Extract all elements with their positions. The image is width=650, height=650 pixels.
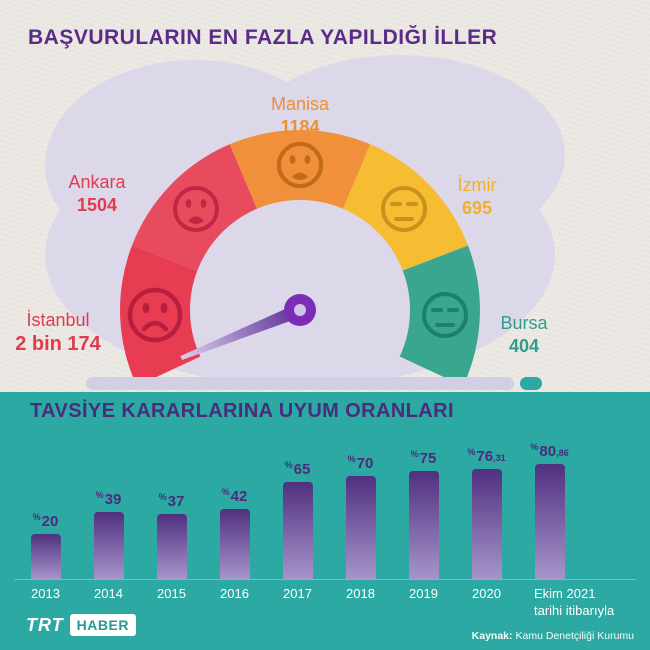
manisa-sad-face-icon [277,142,323,188]
bar-value-label: %76,31 [467,447,506,465]
gauge-label-manisa: Manisa 1184 [225,94,375,137]
year-label: Ekim 2021 tarihi itibarıyla [534,586,615,618]
gauge-segment-izmir [343,144,468,271]
bar-column: %70 [329,455,392,579]
bar-column: %76,31 [455,448,518,579]
gauge-label-bursa: Bursa 404 [464,313,584,356]
year-label: 2014 [94,586,123,601]
bottom-section: TAVSİYE KARARLARINA UYUM ORANLARI %20 %39… [0,392,650,650]
gauge-label-istanbul: İstanbul 2 bin 174 [2,310,114,356]
bar [219,509,250,579]
bar [30,534,61,579]
year-label: 2016 [220,586,249,601]
year-labels: 2013 2014 2015 2016 2017 2018 2019 2020 Ekim 202… [14,586,636,620]
bar-value-label: %39 [95,490,122,508]
year-label: 2017 [283,586,312,601]
baseline-strip [86,377,514,390]
city-name: İstanbul [26,310,90,330]
year-label: 2020 [472,586,501,601]
bar-chart: %20 %39 %37 %42 %65 %70 %75 %76,31 %80,86 [14,440,636,580]
year-label: 2015 [157,586,186,601]
bar [345,476,376,579]
bar-value-label: %75 [410,449,437,467]
bar [93,512,124,579]
city-value: 404 [508,335,540,356]
bar-value-label: %70 [347,454,374,472]
ankara-sad-face-icon [173,186,219,232]
bar-column: %20 [14,513,77,579]
city-value: 2 bin 174 [15,332,101,355]
year-label: 2019 [409,586,438,601]
bar-column: %80,86 [518,443,581,579]
bar-column: %65 [266,461,329,579]
needle-hub-center [294,304,306,316]
bursa-neutral-face-icon [422,292,468,338]
izmir-neutral-face-icon [381,186,427,232]
bar [156,514,187,579]
city-name: Manisa [270,94,330,114]
bar-column: %42 [203,488,266,579]
bar-chart-title: TAVSİYE KARARLARINA UYUM ORANLARI [30,400,454,422]
city-name: Bursa [500,313,548,333]
gauge-segments [120,130,480,387]
bar-value-label: %20 [32,512,59,530]
city-name: İzmir [457,175,497,195]
year-label: 2013 [31,586,60,601]
source-label: Kaynak: [471,630,513,642]
trt-haber-logo: TRT HABER [26,614,136,636]
gauge-chart [45,55,565,390]
city-value: 1504 [76,194,118,215]
bar-column: %75 [392,450,455,579]
bar-column: %39 [77,491,140,579]
gauge-segment-bursa [399,245,480,387]
source-text: Kamu Denetçiliği Kurumu [515,630,634,642]
baseline-strip-accent [520,377,542,390]
bar-value-label: %65 [284,460,311,478]
gauge-segment-manisa [229,130,371,209]
bar [534,464,565,579]
istanbul-sad-face-icon [127,287,183,343]
bar-value-label: %42 [221,487,248,505]
gauge-label-izmir: İzmir 695 [407,175,547,218]
bar [282,482,313,579]
year-label: 2018 [346,586,375,601]
bar-column: %37 [140,493,203,579]
gauge-segment-ankara [132,144,257,271]
bar [471,469,502,579]
top-section: BAŞVURULARIN EN FAZLA YAPILDIĞI İLLER [0,0,650,392]
trt-logo-text: TRT [26,614,64,635]
city-name: Ankara [68,172,126,192]
source-credit: Kaynak: Kamu Denetçiliği Kurumu [472,630,634,642]
bar-value-label: %80,86 [530,442,569,460]
city-value: 695 [461,197,493,218]
gauge-needle [180,303,303,360]
city-value: 1184 [280,116,320,137]
haber-logo-badge: HABER [69,614,136,636]
bar-value-label: %37 [158,492,185,510]
bar [408,471,439,579]
page-title: BAŞVURULARIN EN FAZLA YAPILDIĞI İLLER [28,26,498,49]
gauge-label-ankara: Ankara 1504 [27,172,167,215]
gauge-segment-istanbul [120,245,201,387]
